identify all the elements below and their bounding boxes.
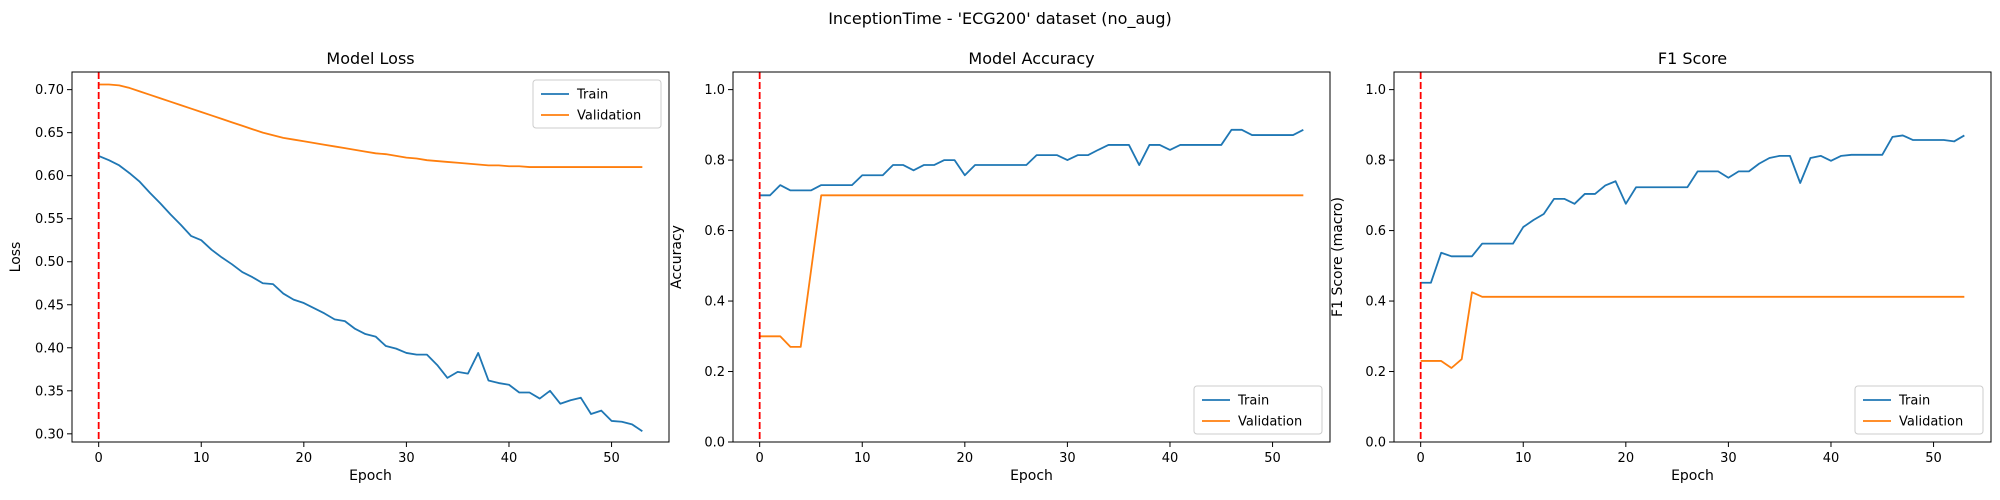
y-tick-label: 0.2 — [1365, 365, 1386, 380]
y-tick-label: 0.50 — [35, 255, 64, 270]
legend-box — [1193, 385, 1323, 435]
series-line-train — [759, 128, 1304, 197]
y-tick-label: 0.55 — [35, 212, 64, 227]
y-tick-label: 1.0 — [704, 83, 725, 98]
y-tick-label: 1.0 — [1365, 83, 1386, 98]
x-tick-label: 50 — [603, 451, 620, 466]
series-line-train — [1420, 134, 1965, 284]
y-tick-label: 0.8 — [704, 154, 725, 169]
x-axis-label: Epoch — [349, 468, 392, 484]
x-tick-label: 30 — [398, 451, 415, 466]
x-tick-label: 30 — [1720, 451, 1737, 466]
y-axis-label: F1 Score (macro) — [1330, 197, 1346, 317]
x-tick-label: 40 — [1823, 451, 1840, 466]
y-tick-label: 0.70 — [35, 83, 64, 98]
legend: Train Validation — [532, 79, 662, 129]
chart-title: Model Accuracy — [968, 49, 1094, 68]
x-tick-label: 20 — [1618, 451, 1635, 466]
x-tick-label: 0 — [95, 451, 103, 466]
plot-frame — [71, 71, 670, 443]
x-tick-label: 10 — [193, 451, 210, 466]
legend: Train Validation — [1854, 385, 1984, 435]
legend-box — [532, 79, 662, 129]
x-tick-label: 10 — [1515, 451, 1532, 466]
legend-label-validation: Validation — [1238, 415, 1302, 430]
x-tick-label: 50 — [1925, 451, 1942, 466]
y-axis-label: Loss — [8, 242, 24, 273]
y-tick-label: 0.35 — [35, 384, 64, 399]
chart-panel-1: Model Loss 0 10 20 30 40 50 0.30 0.35 0.40 0.45 0.5… — [8, 49, 670, 484]
x-tick-label: 20 — [296, 451, 313, 466]
x-tick-label: 50 — [1264, 451, 1281, 466]
figure-suptitle: InceptionTime - 'ECG200' dataset (no_aug… — [828, 9, 1172, 29]
y-tick-label: 0.30 — [35, 427, 64, 442]
y-tick-label: 0.65 — [35, 126, 64, 141]
x-tick-label: 0 — [756, 451, 764, 466]
y-tick-label: 0.6 — [1365, 224, 1386, 239]
x-tick-label: 40 — [501, 451, 518, 466]
x-axis-label: Epoch — [1010, 468, 1053, 484]
chart-panel-3: F1 Score 0 10 20 30 40 50 0.0 0.2 0.4 0.6 0.8 1.0 Epo… — [1330, 49, 1992, 484]
chart-title: Model Loss — [326, 49, 414, 68]
x-tick-label: 10 — [854, 451, 871, 466]
x-tick-label: 40 — [1162, 451, 1179, 466]
series-line-validation — [98, 83, 643, 168]
series-line-validation — [1420, 291, 1965, 369]
x-axis-label: Epoch — [1671, 468, 1714, 484]
y-tick-label: 0.2 — [704, 365, 725, 380]
legend-box — [1854, 385, 1984, 435]
chart-title: F1 Score — [1658, 49, 1727, 68]
plot-frame — [732, 71, 1331, 443]
x-tick-label: 20 — [957, 451, 974, 466]
chart-panel-2: Model Accuracy 0 10 20 30 40 50 0.0 0.2 0.4 0.6 0.8… — [669, 49, 1331, 484]
legend-label-train: Train — [576, 88, 608, 103]
legend-label-validation: Validation — [1899, 415, 1963, 430]
y-tick-label: 0.45 — [35, 298, 64, 313]
y-tick-label: 0.40 — [35, 341, 64, 356]
legend-label-train: Train — [1237, 394, 1269, 409]
y-tick-label: 0.4 — [704, 295, 725, 310]
y-axis-label: Accuracy — [669, 225, 685, 289]
series-line-validation — [759, 194, 1304, 348]
y-tick-label: 0.4 — [1365, 295, 1386, 310]
y-tick-label: 0.0 — [1365, 436, 1386, 451]
y-tick-label: 0.6 — [704, 224, 725, 239]
y-tick-label: 0.8 — [1365, 154, 1386, 169]
x-tick-label: 30 — [1059, 451, 1076, 466]
y-tick-label: 0.0 — [704, 436, 725, 451]
legend: Train Validation — [1193, 385, 1323, 435]
x-tick-label: 0 — [1417, 451, 1425, 466]
series-line-train — [98, 155, 643, 432]
legend-label-train: Train — [1898, 394, 1930, 409]
legend-label-validation: Validation — [577, 109, 641, 124]
y-tick-label: 0.60 — [35, 169, 64, 184]
plot-frame — [1393, 71, 1992, 443]
